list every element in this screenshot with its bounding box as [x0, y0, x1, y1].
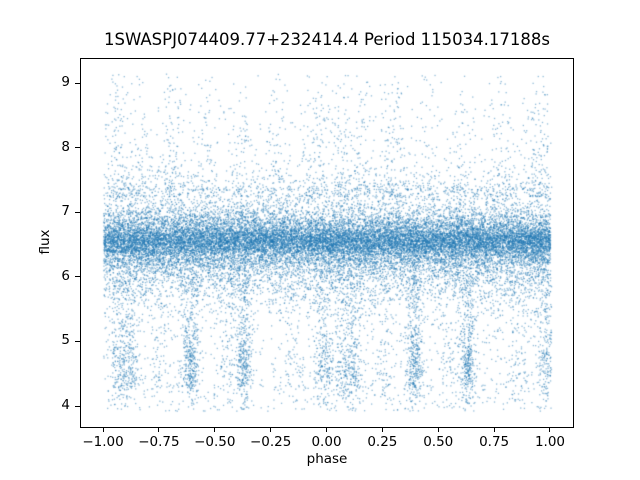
x-tick-mark — [158, 427, 160, 432]
x-tick-label: 1.00 — [534, 434, 565, 450]
y-tick-mark — [75, 340, 80, 342]
y-tick-mark — [75, 211, 80, 213]
x-tick-label: 0.00 — [311, 434, 342, 450]
plot-title: 1SWASPJ074409.77+232414.4 Period 115034.… — [104, 30, 550, 49]
x-tick-mark — [326, 427, 327, 432]
x-tick-label: −0.25 — [249, 434, 292, 450]
y-tick-mark — [75, 405, 80, 407]
y-tick-mark — [75, 147, 80, 149]
x-tick-label: 0.50 — [423, 434, 454, 450]
x-tick-label: 0.25 — [367, 434, 398, 450]
x-tick-mark — [549, 427, 551, 432]
x-tick-mark — [437, 427, 439, 432]
y-tick-mark — [75, 82, 80, 84]
y-tick-mark — [75, 276, 80, 278]
y-tick-label: 7 — [61, 203, 70, 220]
x-tick-label: −0.75 — [138, 434, 180, 450]
y-tick-label: 5 — [61, 332, 70, 349]
x-tick-mark — [381, 427, 383, 432]
y-tick-label: 8 — [61, 138, 70, 155]
x-tick-mark — [102, 427, 104, 432]
x-tick-label: −0.50 — [194, 434, 236, 450]
x-tick-mark — [214, 427, 216, 432]
y-tick-label: 9 — [61, 74, 70, 90]
y-axis-label: flux — [37, 229, 53, 255]
x-tick-mark — [270, 427, 272, 432]
x-tick-mark — [493, 427, 495, 432]
x-axis-label: phase — [306, 451, 348, 467]
x-tick-label: −1.00 — [82, 434, 124, 450]
scatter-points-canvas — [81, 59, 573, 427]
y-tick-label: 6 — [61, 267, 70, 284]
x-tick-label: 0.75 — [479, 434, 510, 450]
y-tick-label: 4 — [61, 397, 70, 413]
